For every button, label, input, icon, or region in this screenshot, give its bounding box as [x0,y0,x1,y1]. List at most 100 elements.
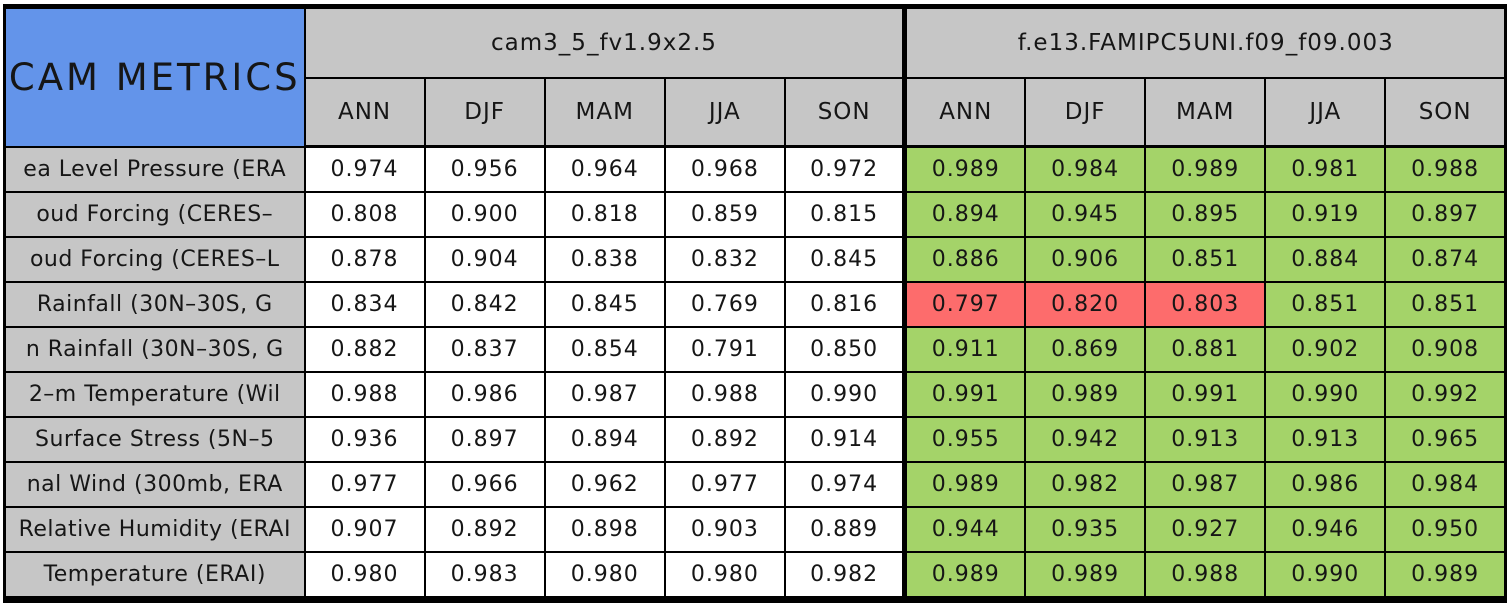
metric-value-cell: 0.964 [543,145,666,193]
season-header: ANN [902,77,1027,148]
metric-value-cell: 0.988 [303,371,426,418]
metric-value-cell: 0.982 [1024,461,1147,508]
metric-value-cell: 0.989 [1024,551,1147,601]
row-label: oud Forcing (CERES– [3,191,306,238]
row-label: 2–m Temperature (Wil [3,371,306,418]
row-label: n Rainfall (30N–30S, G [3,326,306,373]
metric-value-cell: 0.850 [783,326,906,373]
cam-metrics-table: CAM METRICS cam3_5_fv1.9x2.5 f.e13.FAMIP… [3,4,1507,603]
season-header: SON [1384,77,1507,148]
metric-value-cell: 0.986 [423,371,546,418]
metric-value-cell: 0.845 [783,236,906,283]
metric-value-cell: 0.838 [543,236,666,283]
metric-value-cell: 0.889 [783,506,906,553]
metric-value-cell: 0.882 [303,326,426,373]
metric-value-cell: 0.977 [303,461,426,508]
metric-value-cell: 0.990 [1264,551,1387,601]
season-header: DJF [1024,77,1147,148]
metric-value-cell: 0.900 [423,191,546,238]
metric-value-cell: 0.989 [1144,145,1267,193]
metric-value-cell: 0.944 [902,506,1027,553]
metric-value-cell: 0.908 [1384,326,1507,373]
row-label: Temperature (ERAI) [3,551,306,601]
metric-value-cell: 0.845 [543,281,666,328]
model2-header: f.e13.FAMIPC5UNI.f09_f09.003 [902,5,1507,79]
metric-value-cell: 0.892 [423,506,546,553]
metric-value-cell: 0.797 [902,281,1027,328]
table-row: Relative Humidity (ERAI 0.907 0.892 0.898 0.… [3,506,1507,553]
metric-value-cell: 0.980 [303,551,426,601]
metric-value-cell: 0.898 [543,506,666,553]
metric-value-cell: 0.987 [543,371,666,418]
metric-value-cell: 0.942 [1024,416,1147,463]
metric-value-cell: 0.907 [303,506,426,553]
metric-value-cell: 0.914 [783,416,906,463]
metric-value-cell: 0.982 [783,551,906,601]
metric-value-cell: 0.989 [1024,371,1147,418]
table-row: oud Forcing (CERES– 0.808 0.900 0.818 0.859 0… [3,191,1507,238]
metric-value-cell: 0.815 [783,191,906,238]
table-row: ea Level Pressure (ERA 0.974 0.956 0.964 0.9… [3,145,1507,193]
season-header: SON [783,77,906,148]
metric-value-cell: 0.837 [423,326,546,373]
metric-value-cell: 0.980 [543,551,666,601]
metric-value-cell: 0.854 [543,326,666,373]
metric-value-cell: 0.897 [1384,191,1507,238]
metric-value-cell: 0.966 [423,461,546,508]
metric-value-cell: 0.988 [663,371,786,418]
metric-value-cell: 0.992 [1384,371,1507,418]
metric-value-cell: 0.895 [1144,191,1267,238]
metric-value-cell: 0.990 [783,371,906,418]
metric-value-cell: 0.874 [1384,236,1507,283]
row-label: Relative Humidity (ERAI [3,506,306,553]
metric-value-cell: 0.892 [663,416,786,463]
table-row: n Rainfall (30N–30S, G 0.882 0.837 0.854 0.7… [3,326,1507,373]
metric-value-cell: 0.919 [1264,191,1387,238]
metric-value-cell: 0.878 [303,236,426,283]
metric-value-cell: 0.983 [423,551,546,601]
metric-value-cell: 0.946 [1264,506,1387,553]
metric-value-cell: 0.818 [543,191,666,238]
season-header: MAM [543,77,666,148]
season-header: JJA [663,77,786,148]
metric-value-cell: 0.897 [423,416,546,463]
metric-value-cell: 0.991 [1144,371,1267,418]
metric-value-cell: 0.955 [902,416,1027,463]
metric-value-cell: 0.927 [1144,506,1267,553]
metric-value-cell: 0.884 [1264,236,1387,283]
metric-value-cell: 0.974 [783,461,906,508]
metric-value-cell: 0.769 [663,281,786,328]
table-row: 2–m Temperature (Wil 0.988 0.986 0.987 0.988… [3,371,1507,418]
row-label: Surface Stress (5N–5 [3,416,306,463]
model-header-row: CAM METRICS cam3_5_fv1.9x2.5 f.e13.FAMIP… [3,5,1507,148]
metric-value-cell: 0.968 [663,145,786,193]
metric-value-cell: 0.988 [1144,551,1267,601]
metric-value-cell: 0.816 [783,281,906,328]
metric-value-cell: 0.913 [1144,416,1267,463]
metric-value-cell: 0.977 [663,461,786,508]
metric-value-cell: 0.989 [902,145,1027,193]
metric-value-cell: 0.980 [663,551,786,601]
row-label: ea Level Pressure (ERA [3,145,306,193]
metric-value-cell: 0.991 [902,371,1027,418]
metric-value-cell: 0.886 [902,236,1027,283]
metric-value-cell: 0.808 [303,191,426,238]
metric-value-cell: 0.984 [1024,145,1147,193]
metric-value-cell: 0.906 [1024,236,1147,283]
metric-value-cell: 0.984 [1384,461,1507,508]
metric-value-cell: 0.834 [303,281,426,328]
metric-value-cell: 0.894 [543,416,666,463]
metric-value-cell: 0.950 [1384,506,1507,553]
metric-value-cell: 0.832 [663,236,786,283]
metric-value-cell: 0.981 [1264,145,1387,193]
metric-value-cell: 0.820 [1024,281,1147,328]
metric-value-cell: 0.988 [1384,145,1507,193]
row-label: nal Wind (300mb, ERA [3,461,306,508]
metric-value-cell: 0.913 [1264,416,1387,463]
row-label: Rainfall (30N–30S, G [3,281,306,328]
table-row: Temperature (ERAI) 0.980 0.983 0.980 0.980 0.… [3,551,1507,601]
season-header: MAM [1144,77,1267,148]
metric-value-cell: 0.851 [1384,281,1507,328]
metric-value-cell: 0.859 [663,191,786,238]
table-row: Rainfall (30N–30S, G 0.834 0.842 0.845 0.769… [3,281,1507,328]
